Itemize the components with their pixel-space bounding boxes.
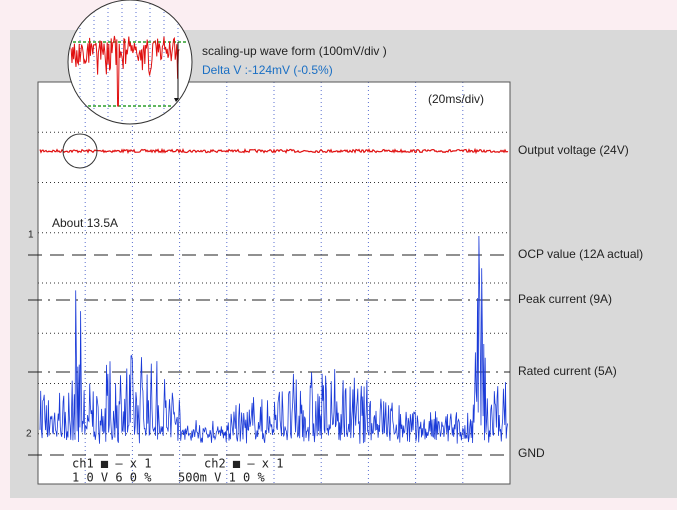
zoom-title: scaling-up wave form (100mV/div ) xyxy=(202,44,387,58)
ch2-marker: 2 xyxy=(26,429,32,440)
timebase: (20ms/div) xyxy=(428,92,484,106)
right-label: Peak current (9A) xyxy=(518,292,612,306)
ch1-marker: 1 xyxy=(28,230,34,241)
zoom-lens xyxy=(68,0,192,124)
ch2-values: 500m V 1 0 % xyxy=(178,471,265,485)
ch1-head: ch1 ■ — x 1 xyxy=(72,457,151,471)
ch2-head: ch2 ■ — x 1 xyxy=(204,457,283,471)
peak-note: About 13.5A xyxy=(52,216,118,230)
right-label: OCP value (12A actual) xyxy=(518,247,643,261)
right-label: Rated current (5A) xyxy=(518,364,617,378)
zoom-delta: Delta V :-124mV (-0.5%) xyxy=(202,63,333,77)
ch1-values: 1 0 V 6 0 % xyxy=(72,471,152,485)
page: scaling-up wave form (100mV/div ) Delta … xyxy=(0,0,677,505)
right-label: GND xyxy=(518,446,545,460)
right-label: Output voltage (24V) xyxy=(518,143,629,157)
